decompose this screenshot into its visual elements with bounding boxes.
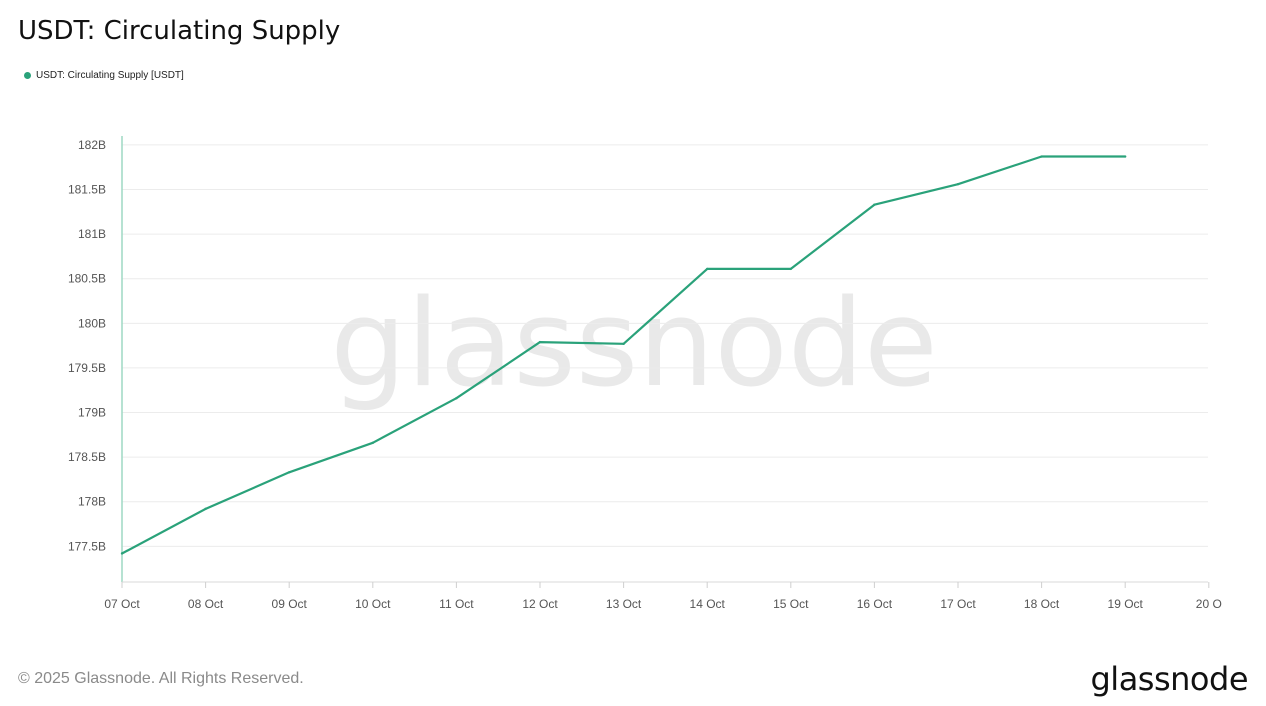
legend[interactable]: USDT: Circulating Supply [USDT] — [24, 70, 184, 81]
x-tick-label: 17 Oct — [940, 597, 976, 611]
x-tick-label: 16 Oct — [857, 597, 893, 611]
legend-label: USDT: Circulating Supply [USDT] — [36, 70, 184, 81]
glassnode-logo[interactable]: glassnode — [1090, 660, 1248, 698]
x-tick-label: 10 Oct — [355, 597, 391, 611]
data-point — [204, 507, 207, 511]
legend-marker — [24, 72, 31, 79]
y-tick-label: 182B — [78, 138, 106, 152]
data-point — [538, 340, 542, 344]
data-point — [789, 267, 792, 271]
data-point — [455, 397, 458, 400]
x-tick-label: 14 Oct — [690, 597, 726, 611]
x-tick-label: 18 Oct — [1024, 597, 1060, 611]
data-point — [622, 342, 625, 346]
copyright-text: © 2025 Glassnode. All Rights Reserved. — [18, 670, 304, 687]
x-tick-label: 12 Oct — [522, 597, 558, 611]
y-tick-label: 179B — [78, 406, 106, 420]
x-tick-label: 09 Oct — [272, 597, 308, 611]
x-tick-label: 13 Oct — [606, 597, 642, 611]
data-point — [873, 203, 876, 206]
data-point — [956, 182, 960, 186]
data-point — [1124, 155, 1127, 158]
y-tick-label: 178B — [78, 495, 106, 509]
y-tick-label: 180.5B — [68, 272, 106, 286]
data-point — [288, 471, 291, 474]
watermark-text: glassnode — [330, 275, 938, 414]
x-tick-label: 08 Oct — [188, 597, 224, 611]
x-tick-label: 19 Oct — [1108, 597, 1144, 611]
chart-title: USDT: Circulating Supply — [18, 16, 341, 46]
y-tick-label: 181.5B — [68, 183, 106, 197]
y-tick-label: 178.5B — [68, 450, 106, 464]
x-tick-label: 15 Oct — [773, 597, 809, 611]
data-point — [120, 552, 124, 555]
x-tick-label: 11 Oct — [439, 597, 474, 611]
y-tick-label: 180B — [78, 316, 106, 330]
data-point — [371, 441, 374, 445]
data-point — [1040, 155, 1043, 158]
y-tick-label: 177.5B — [68, 539, 106, 553]
x-tick-label: 20 O — [1196, 597, 1222, 611]
data-point — [706, 267, 709, 271]
y-tick-label: 179.5B — [68, 361, 106, 375]
x-tick-label: 07 Oct — [104, 597, 140, 611]
y-tick-label: 181B — [78, 227, 106, 241]
